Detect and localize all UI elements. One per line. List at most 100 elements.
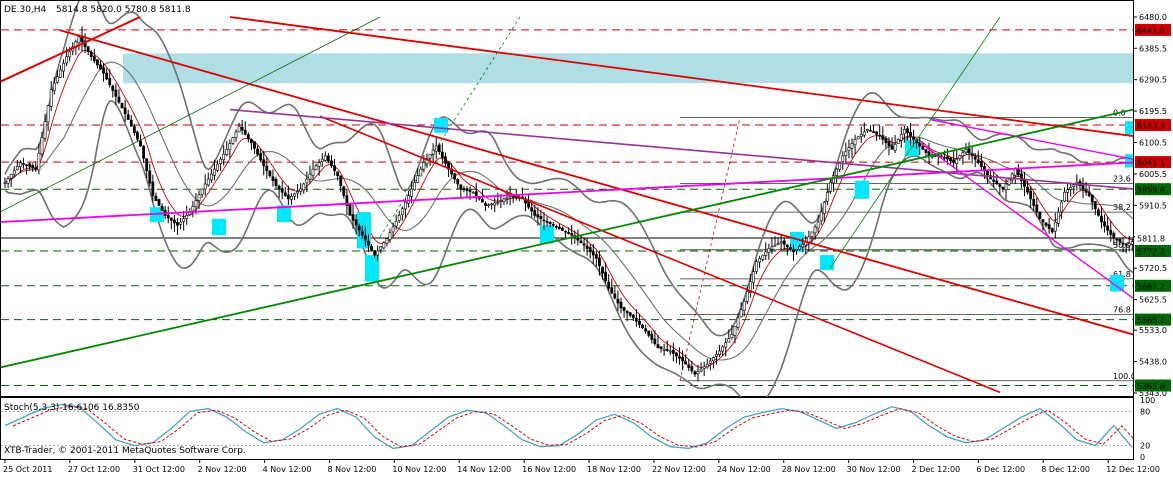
candle-body xyxy=(770,246,774,250)
candle-body xyxy=(684,361,688,365)
candle-body xyxy=(1041,219,1045,223)
candle-body xyxy=(102,67,105,74)
candle-body xyxy=(1103,221,1106,227)
candle-body xyxy=(909,131,912,137)
time-tick-label: 4 Nov 12:00 xyxy=(263,465,312,474)
candle-body xyxy=(296,191,300,194)
candle-body xyxy=(690,366,694,372)
candle-body xyxy=(588,247,592,253)
fibonacci-anchor xyxy=(679,117,741,381)
candle-body xyxy=(271,176,275,181)
trendline-magenta-horizontal xyxy=(1,161,1133,223)
cyan-marker xyxy=(434,117,448,133)
level-price-tags: 6441.0 6153.3 6041.1 5959.4 5811.8 5772.3 5667… xyxy=(1135,23,1171,392)
price-tick-label: 6100.5 xyxy=(1139,138,1167,147)
trendline-purple xyxy=(229,108,1133,190)
candle-body xyxy=(505,196,509,200)
candle-body xyxy=(542,219,546,222)
price-tick-label: 5720.5 xyxy=(1139,264,1167,273)
candle-body xyxy=(942,156,946,159)
fibonacci-label: 100.0 xyxy=(1113,372,1136,381)
candle-body xyxy=(872,131,875,134)
candle-body xyxy=(126,114,130,120)
candle-body xyxy=(1124,243,1128,246)
candle-body xyxy=(440,151,444,158)
candle-body xyxy=(132,126,136,134)
candle-body xyxy=(166,215,170,219)
candle-body xyxy=(320,158,324,162)
candle-body xyxy=(348,204,352,216)
candle-body xyxy=(376,250,380,256)
candle-body xyxy=(752,271,755,283)
ohlc-readout: 5814.8 5820.0 5780.8 5811.8 xyxy=(56,5,191,15)
candle-body xyxy=(105,72,109,80)
time-tick-label: 30 Nov 12:00 xyxy=(847,465,901,474)
candle-body xyxy=(326,155,330,162)
candle-body xyxy=(299,188,303,192)
candle-body xyxy=(859,134,863,137)
candle-body xyxy=(1050,228,1054,233)
candle-body xyxy=(788,247,792,250)
candle-body xyxy=(176,222,179,226)
candle-body xyxy=(400,208,404,215)
candle-body xyxy=(225,148,229,155)
candle-body xyxy=(52,82,56,91)
price-tick-label: 5910.5 xyxy=(1139,201,1167,210)
trendline-green xyxy=(1,108,1133,369)
candle-body xyxy=(733,325,737,336)
trendlines-layer xyxy=(1,16,1133,394)
stochastic-label: Stoch(5,3,3) 16.6106 16.8350 xyxy=(4,403,140,413)
candle-body xyxy=(1066,189,1070,193)
candle-body xyxy=(336,171,340,177)
candle-body xyxy=(1081,184,1085,190)
candle-body xyxy=(191,206,195,212)
time-tick-label: 2 Nov 12:00 xyxy=(198,465,247,474)
candle-body xyxy=(308,173,312,180)
candle-body xyxy=(490,203,494,206)
candle-body xyxy=(268,170,272,177)
level-tag-label: 6153.3 xyxy=(1137,122,1165,131)
candle-body xyxy=(1093,201,1097,210)
candle-body xyxy=(49,89,53,107)
candle-body xyxy=(604,271,608,282)
candle-body xyxy=(792,249,795,253)
level-tag xyxy=(1135,279,1171,292)
level-tag-label: 5667.2 xyxy=(1137,282,1165,291)
candle-body xyxy=(705,363,709,368)
candle-body xyxy=(819,211,823,222)
candle-body xyxy=(428,153,432,159)
candle-body xyxy=(480,199,484,203)
candle-body xyxy=(465,188,469,191)
candle-body xyxy=(644,328,648,332)
candle-body xyxy=(253,141,256,149)
candle-body xyxy=(431,149,435,155)
level-tag-label: 5811.8 xyxy=(1137,235,1165,244)
candle-body xyxy=(484,203,487,206)
candle-body xyxy=(906,128,909,134)
candle-body xyxy=(243,129,247,135)
level-tag xyxy=(1135,379,1171,392)
resistance-zone-layer xyxy=(123,53,1133,84)
candle-body xyxy=(1090,194,1094,203)
candle-body xyxy=(1127,243,1131,246)
candle-body xyxy=(678,356,681,359)
candle-body xyxy=(403,201,407,210)
candle-body xyxy=(77,36,81,44)
candle-body xyxy=(160,206,164,211)
candle-body xyxy=(1032,199,1036,206)
candle-body xyxy=(594,254,598,259)
candle-body xyxy=(1087,191,1091,196)
candle-body xyxy=(776,243,780,245)
candle-body xyxy=(1013,168,1017,176)
candle-body xyxy=(798,246,802,250)
candle-body xyxy=(748,281,752,293)
candle-body xyxy=(385,238,389,244)
candle-body xyxy=(111,85,115,91)
candle-body xyxy=(302,183,306,191)
candle-body xyxy=(357,226,361,231)
candle-body xyxy=(391,226,395,233)
candle-body xyxy=(145,158,149,172)
candle-body xyxy=(795,249,798,251)
candle-body xyxy=(939,155,943,158)
